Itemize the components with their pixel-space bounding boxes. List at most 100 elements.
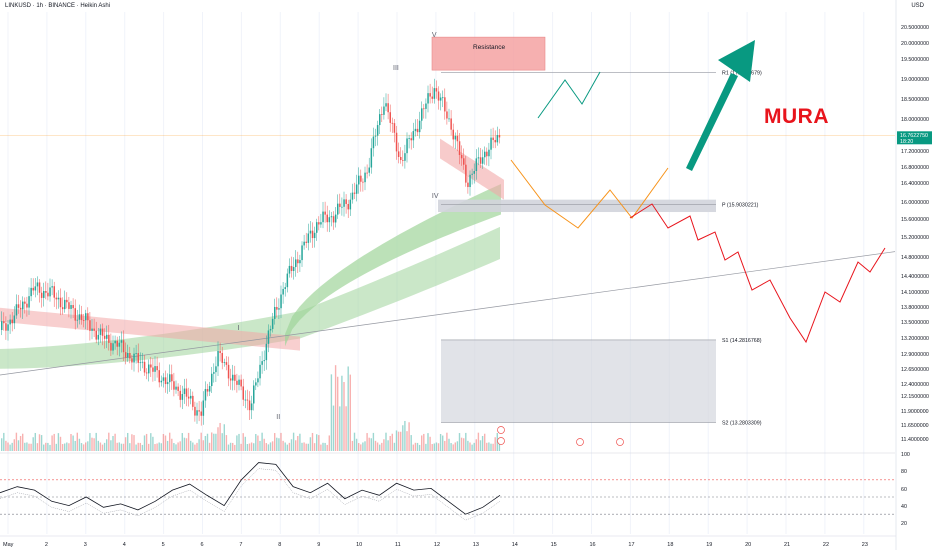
candle-body (253, 385, 255, 404)
candle-body (49, 287, 51, 297)
volume-bar (460, 437, 463, 451)
candle-body (9, 319, 11, 325)
volume-bar (425, 443, 427, 451)
price-tick: 14.1000000 (901, 290, 929, 296)
volume-bar (148, 443, 150, 451)
volume-bar (372, 432, 375, 451)
volume-bar (271, 441, 274, 451)
candle-body (45, 291, 47, 293)
volume-bar (143, 435, 146, 451)
candle-body (290, 265, 293, 271)
candle-body (198, 410, 200, 412)
event-marker (497, 426, 505, 434)
candle-body (122, 340, 125, 353)
price-tick: 11.9000000 (901, 409, 929, 415)
candle-body (7, 324, 9, 331)
candle-body (490, 137, 492, 150)
volume-bar (379, 444, 381, 451)
volume-bar (53, 433, 55, 451)
wave-label-ii: II (276, 414, 280, 421)
candle-body (276, 306, 278, 310)
candle-body (211, 373, 213, 387)
rsi-tick: 60 (901, 487, 907, 493)
volume-bar (414, 442, 417, 451)
candle-body (110, 342, 112, 351)
candle-body (448, 118, 450, 120)
date-tick: 8 (278, 542, 281, 548)
volume-bar (402, 425, 404, 451)
candle-body (97, 334, 100, 340)
candle-body (423, 108, 425, 110)
volume-bar (484, 433, 486, 451)
volume-bar (110, 440, 112, 451)
date-tick: 13 (473, 542, 479, 548)
candle-body (381, 114, 383, 115)
candle-body (5, 323, 7, 331)
symbol-header[interactable]: LINKUSD · 1h · BINANCE · Heikin Ashi (5, 3, 111, 9)
candle-body (299, 260, 301, 264)
candle-body (379, 114, 381, 126)
candle-body (103, 335, 106, 339)
candle-body (229, 378, 232, 381)
volume-bar (337, 376, 339, 451)
volume-bar (24, 442, 26, 451)
candle-body (374, 135, 377, 137)
candle-body (469, 174, 471, 188)
wave-label-v: V (432, 32, 437, 39)
price-tick: 11.6500000 (901, 423, 929, 429)
candle-body (234, 374, 236, 381)
candle-body (171, 374, 173, 382)
candle-body (318, 222, 320, 225)
volume-bar (15, 432, 18, 451)
mura-watermark: MURA (764, 105, 829, 128)
volume-bar (387, 440, 389, 451)
volume-bar (498, 443, 501, 451)
candle-body (11, 319, 13, 324)
volume-bar (137, 442, 139, 451)
volume-bar (13, 439, 15, 451)
event-marker (616, 438, 624, 446)
volume-bar (47, 442, 49, 451)
candle-body (196, 410, 198, 416)
candle-body (244, 399, 247, 401)
volume-bar (412, 444, 414, 451)
volume-bar (87, 441, 89, 451)
volume-bar (99, 442, 102, 451)
volume-bar (187, 432, 190, 451)
volume-bar (364, 441, 366, 451)
volume-bar (208, 442, 211, 451)
candle-body (274, 306, 276, 319)
volume-bar (488, 442, 490, 451)
date-tick: 19 (706, 542, 712, 548)
volume-bar (343, 382, 345, 451)
candle-body (137, 353, 139, 363)
candle-body (498, 134, 501, 138)
volume-bar (213, 433, 215, 451)
volume-bar (349, 374, 351, 451)
volume-bar (326, 444, 328, 451)
volume-bar (467, 440, 469, 451)
price-tick: 16.4000000 (901, 181, 929, 187)
volume-bar (93, 438, 95, 451)
candle-body (40, 292, 43, 298)
volume-bar (442, 435, 444, 451)
volume-bar (64, 443, 66, 451)
candle-body (118, 342, 121, 347)
candle-body (55, 297, 58, 300)
candle-body (322, 211, 324, 223)
volume-bar (200, 432, 202, 451)
wave-label-iii: III (393, 65, 399, 72)
candle-body (278, 308, 280, 310)
candle-body (360, 175, 362, 182)
volume-bar (166, 440, 169, 451)
up-arrow-shaft (686, 73, 738, 171)
wave-label-i: I (237, 325, 239, 332)
candle-body (248, 400, 251, 411)
date-tick: 12 (434, 542, 440, 548)
candle-body (326, 214, 328, 223)
volume-bar (433, 443, 435, 451)
volume-bar (49, 444, 51, 451)
volume-bar (299, 433, 301, 451)
candle-body (389, 112, 391, 123)
